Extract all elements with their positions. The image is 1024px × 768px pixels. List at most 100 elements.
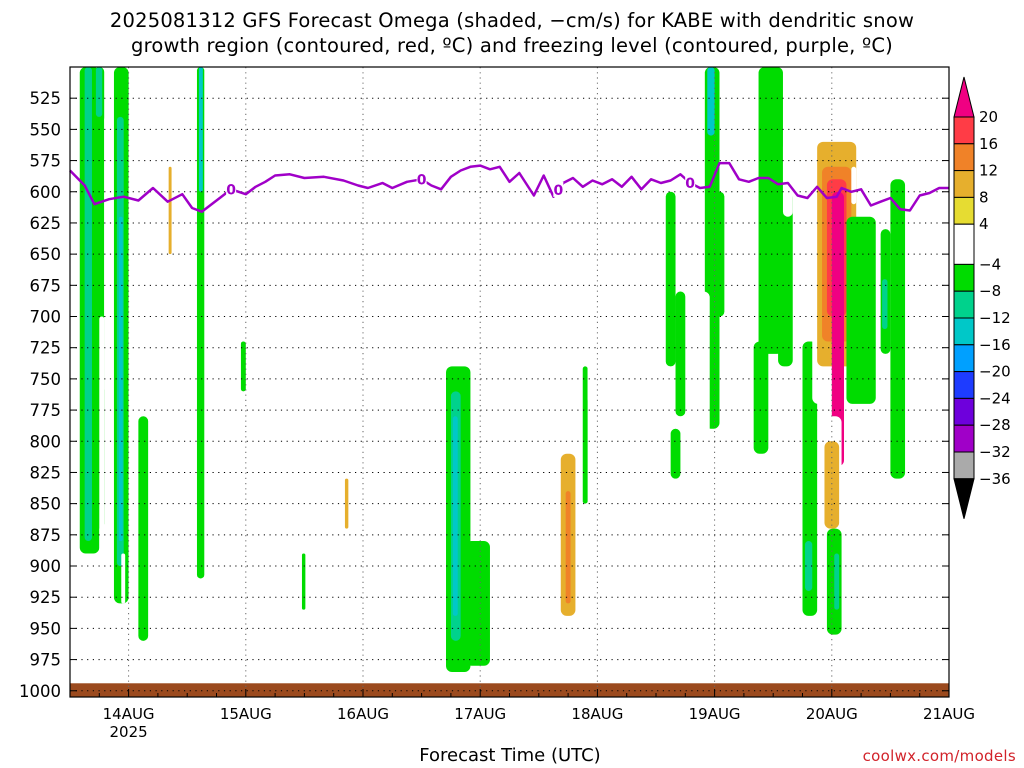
colorbar-label-0: 20: [979, 108, 998, 126]
omega-region-30: [448, 210, 454, 317]
colorbar-bottom-triangle: [953, 478, 975, 519]
omega-region-18: [182, 91, 187, 142]
omega-region-75: [846, 216, 876, 404]
omega-region-46: [587, 341, 598, 404]
freezing-label-bg-0: [226, 181, 237, 197]
freezing-level-label-2: 0: [553, 183, 563, 199]
omega-region-76: [851, 166, 857, 205]
omega-region-9: [128, 191, 134, 616]
omega-region-33: [452, 416, 458, 616]
y-tick-label-750: 750: [30, 370, 62, 389]
freezing-label-bg-1: [416, 171, 427, 187]
omega-region-35: [470, 67, 481, 217]
title-line-1: 2025081312 GFS Forecast Omega (shaded, −…: [109, 9, 915, 32]
omega-region-50: [665, 191, 676, 367]
omega-shading-layer: [79, 67, 945, 673]
grid-layer: [70, 67, 950, 697]
x-tick-label-17AUG: 17AUG: [454, 705, 506, 723]
y-tick-label-800: 800: [30, 432, 62, 451]
omega-region-56: [695, 291, 710, 454]
colorbar-segment-9: [953, 371, 975, 399]
title-line-2: growth region (contoured, red, ºC) and f…: [131, 34, 893, 57]
y-axis: 525 550 575 600 625 650 675 700 725 750 775 800 825 8…: [19, 89, 949, 701]
colorbar-segment-0: [953, 116, 975, 145]
y-tick-label-725: 725: [30, 339, 62, 358]
omega-region-16: [168, 166, 172, 255]
y-tick-label-600: 600: [30, 183, 62, 202]
y-tick-label-900: 900: [30, 557, 62, 576]
omega-region-17: [172, 229, 178, 305]
omega-region-59: [758, 67, 783, 354]
omega-region-44: [572, 241, 583, 342]
colorbar-label-5: −4: [979, 255, 1001, 273]
omega-region-80: [934, 241, 945, 317]
omega-region-39: [519, 391, 525, 517]
colorbar-label-10: −24: [979, 389, 1011, 407]
ground-layer: [70, 683, 949, 697]
omega-region-21: [206, 67, 212, 86]
chart-title: 2025081312 GFS Forecast Omega (shaded, −…: [0, 8, 1024, 58]
x-tick-label-21AUG: 21AUG: [923, 705, 975, 723]
x-tick-label-14AUG: 14AUG: [103, 705, 155, 723]
omega-region-29: [421, 366, 429, 467]
omega-region-13: [138, 416, 149, 641]
omega-region-1: [84, 67, 92, 542]
x-tick-label-19AUG: 19AUG: [689, 705, 741, 723]
omega-region-60: [753, 341, 769, 454]
omega-region-12: [138, 241, 146, 467]
y-tick-label-675: 675: [30, 276, 62, 295]
colorbar-segment-10: [953, 397, 975, 426]
y-tick-label-775: 775: [30, 401, 62, 420]
colorbar-label-12: −32: [979, 443, 1011, 461]
omega-region-51: [675, 291, 686, 417]
colorbar-segment-11: [953, 424, 975, 453]
colorbar-segment-7: [953, 317, 975, 346]
omega-region-26: [301, 553, 306, 610]
omega-region-25: [309, 328, 315, 379]
y-tick-label-650: 650: [30, 245, 62, 264]
omega-region-3: [95, 67, 103, 117]
colorbar-segment-1: [953, 143, 975, 172]
ground-fill: [70, 683, 949, 697]
omega-region-53: [680, 541, 686, 579]
colorbar-label-3: 8: [979, 188, 989, 206]
x-tick-label-16AUG: 16AUG: [337, 705, 389, 723]
colorbar-segment-5: [953, 263, 975, 292]
colorbar-label-1: 16: [979, 135, 998, 153]
colorbar: 20 16 12 8 4 −4 −8 −12 −16 −20 −24 −28 −32 −36: [953, 76, 1011, 519]
x-tick-label-15AUG: 15AUG: [220, 705, 272, 723]
colorbar-label-9: −20: [979, 363, 1011, 381]
omega-region-34: [465, 541, 490, 666]
colorbar-segment-4: [953, 223, 975, 265]
colorbar-label-7: −12: [979, 309, 1011, 327]
y-tick-label-825: 825: [30, 463, 62, 482]
y-tick-label-525: 525: [30, 89, 62, 108]
omega-region-14: [128, 141, 133, 217]
omega-region-11: [133, 141, 139, 217]
colorbar-label-11: −28: [979, 416, 1011, 434]
y-tick-label-925: 925: [30, 588, 62, 607]
x-tick-sublabel-14AUG: 2025: [110, 723, 148, 741]
y-tick-label-550: 550: [30, 120, 62, 139]
omega-region-79: [890, 179, 906, 479]
omega-region-10: [121, 553, 126, 604]
freezing-label-bg-2: [553, 181, 564, 197]
omega-region-72: [824, 441, 840, 529]
colorbar-label-8: −16: [979, 336, 1011, 354]
credit-link[interactable]: coolwx.com/models: [862, 747, 1016, 765]
colorbar-segment-6: [953, 290, 975, 319]
omega-region-64: [804, 541, 813, 591]
freezing-level-layer: 0 0 0 0: [69, 161, 949, 213]
omega-region-40: [529, 191, 539, 267]
y-tick-label-975: 975: [30, 651, 62, 670]
colorbar-label-6: −8: [979, 282, 1001, 300]
omega-region-38: [514, 341, 520, 392]
omega-region-22: [240, 254, 246, 317]
y-tick-label-700: 700: [30, 308, 62, 327]
omega-region-5: [99, 316, 105, 591]
omega-region-24: [250, 466, 256, 579]
omega-region-43: [565, 491, 571, 604]
omega-region-47: [602, 316, 613, 404]
